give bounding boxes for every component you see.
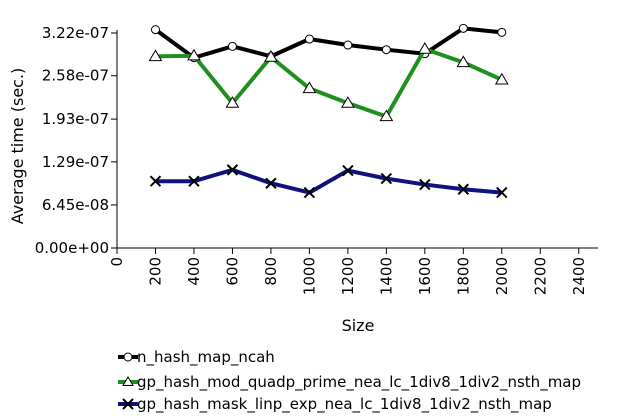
x-tick-label: 2000 (493, 257, 511, 295)
y-tick-label: 6.45e-08 (42, 196, 109, 214)
x-tick-label: 2400 (570, 257, 588, 295)
x-marker-stroke (226, 164, 239, 176)
y-axis-title: Average time (sec.) (8, 68, 27, 225)
x-marker-stroke (457, 183, 470, 195)
x-marker-stroke (149, 175, 162, 187)
data-point (150, 25, 160, 35)
data-point (496, 186, 508, 199)
data-point (341, 96, 355, 108)
x-tick-label: 1000 (300, 257, 318, 295)
x-marker-stroke (380, 172, 393, 185)
data-point (494, 72, 509, 85)
data-point (379, 109, 394, 122)
x-tick-label: 400 (185, 257, 203, 286)
legend-label: gp_hash_mask_linp_exp_nea_lc_1div8_1div2… (137, 395, 552, 414)
data-point (187, 48, 201, 61)
series-line (155, 167, 502, 195)
legend: n_hash_map_ncah gp_hash_mod_quadp_prime_n… (118, 348, 581, 414)
data-point (458, 23, 468, 33)
x-marker-stroke (265, 177, 277, 189)
legend-item: n_hash_map_ncah (118, 348, 275, 367)
x-tick-label: 1400 (377, 257, 395, 295)
x-tick-label: 1600 (416, 257, 434, 295)
data-point (122, 376, 134, 386)
y-tick-label: 1.93e-07 (42, 110, 109, 128)
legend-item: gp_hash_mod_quadp_prime_nea_lc_1div8_1di… (118, 373, 581, 392)
data-point (227, 41, 237, 51)
x-tick-label: 800 (262, 257, 280, 286)
series-1 (150, 23, 507, 63)
y-tick-label: 0.00e+00 (35, 239, 109, 257)
x-marker-stroke (342, 164, 354, 177)
x-axis-ticks: 0 200 400 600 800 1000 1200 1400 1600 1800 2000 220… (108, 248, 588, 295)
data-point (457, 183, 470, 195)
legend-label: gp_hash_mod_quadp_prime_nea_lc_1div8_1di… (137, 373, 581, 392)
legend-item: gp_hash_mask_linp_exp_nea_lc_1div8_1div2… (118, 395, 552, 414)
data-point (419, 178, 431, 191)
x-tick-label: 600 (223, 257, 241, 286)
x-tick-label: 1800 (454, 257, 472, 295)
x-marker-stroke (496, 186, 508, 199)
data-point (123, 352, 133, 362)
series-layer (148, 23, 509, 199)
x-tick-label: 0 (108, 257, 126, 267)
data-point (456, 55, 471, 68)
data-point (148, 49, 163, 62)
data-point (380, 172, 393, 185)
series-3 (149, 164, 508, 199)
data-point (122, 398, 134, 410)
x-marker-stroke (188, 175, 200, 187)
plot-area (116, 30, 598, 249)
data-point (303, 186, 316, 199)
data-point (149, 175, 162, 187)
series-2 (148, 42, 509, 122)
data-point (342, 164, 354, 177)
data-point (188, 175, 200, 187)
x-marker-stroke (419, 178, 431, 191)
data-point (417, 42, 432, 54)
data-point (302, 81, 317, 94)
data-point (343, 40, 353, 50)
data-point (265, 177, 277, 189)
y-tick-label: 3.22e-07 (42, 24, 109, 42)
x-tick-label: 2200 (531, 257, 549, 295)
data-point (226, 164, 239, 176)
y-tick-label: 2.58e-07 (42, 67, 109, 85)
x-axis-title: Size (342, 316, 375, 335)
data-point (264, 50, 278, 62)
x-marker-stroke (303, 186, 316, 199)
data-point (225, 96, 240, 108)
y-tick-label: 1.29e-07 (42, 153, 109, 171)
y-axis-ticks: 0.00e+00 6.45e-08 1.29e-07 1.93e-07 2.58e-07… (35, 24, 117, 257)
x-tick-label: 200 (146, 257, 164, 286)
series-line (154, 26, 503, 60)
series-line (155, 47, 503, 119)
data-point (381, 45, 391, 55)
data-point (497, 27, 507, 37)
x-marker-stroke (122, 398, 134, 410)
x-tick-label: 1200 (339, 257, 357, 295)
legend-label: n_hash_map_ncah (137, 348, 275, 367)
data-point (304, 34, 314, 44)
